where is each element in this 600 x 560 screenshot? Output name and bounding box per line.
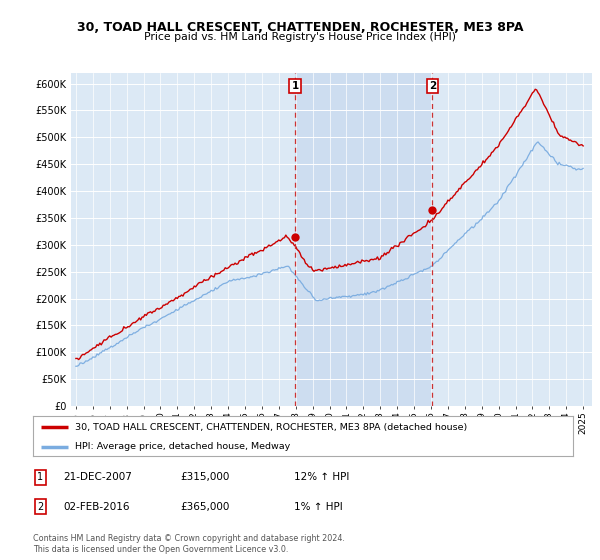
Text: 21-DEC-2007: 21-DEC-2007 xyxy=(63,472,132,482)
Text: 1: 1 xyxy=(292,81,299,91)
Text: Contains HM Land Registry data © Crown copyright and database right 2024.
This d: Contains HM Land Registry data © Crown c… xyxy=(33,534,345,554)
Text: 30, TOAD HALL CRESCENT, CHATTENDEN, ROCHESTER, ME3 8PA: 30, TOAD HALL CRESCENT, CHATTENDEN, ROCH… xyxy=(77,21,523,34)
Text: Price paid vs. HM Land Registry's House Price Index (HPI): Price paid vs. HM Land Registry's House … xyxy=(144,32,456,43)
Text: £365,000: £365,000 xyxy=(180,502,229,512)
Bar xyxy=(295,73,433,406)
Text: HPI: Average price, detached house, Medway: HPI: Average price, detached house, Medw… xyxy=(75,442,290,451)
Text: 2: 2 xyxy=(429,81,436,91)
Text: 2: 2 xyxy=(37,502,43,512)
Text: 1% ↑ HPI: 1% ↑ HPI xyxy=(294,502,343,512)
Text: 30, TOAD HALL CRESCENT, CHATTENDEN, ROCHESTER, ME3 8PA (detached house): 30, TOAD HALL CRESCENT, CHATTENDEN, ROCH… xyxy=(75,423,467,432)
Text: 02-FEB-2016: 02-FEB-2016 xyxy=(63,502,130,512)
Text: 1: 1 xyxy=(37,472,43,482)
Text: 12% ↑ HPI: 12% ↑ HPI xyxy=(294,472,349,482)
Text: £315,000: £315,000 xyxy=(180,472,229,482)
